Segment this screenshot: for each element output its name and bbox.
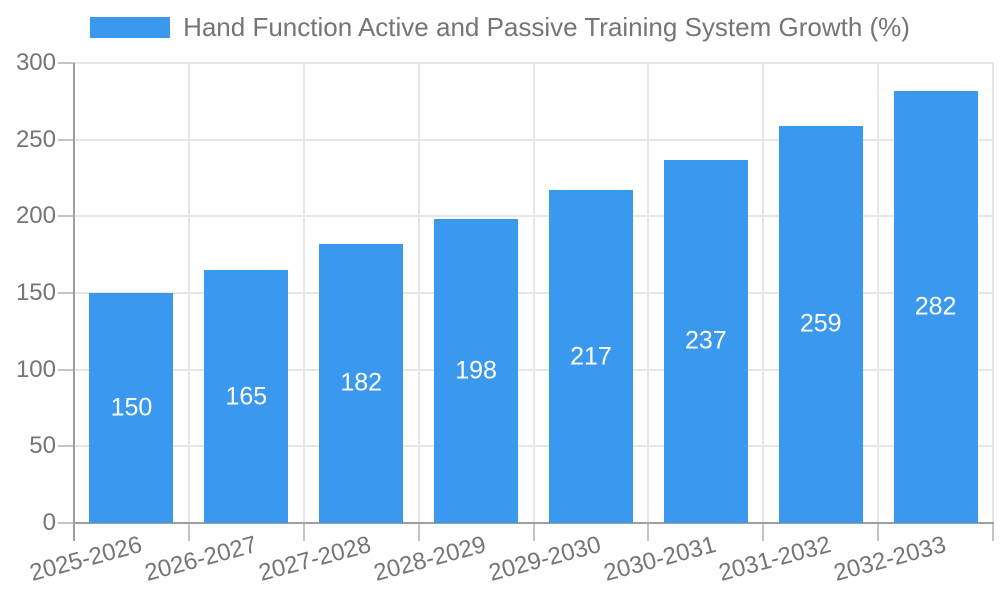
bar-2032-2033[interactable] (893, 90, 978, 523)
x-tick-label: 2025-2026 (26, 531, 145, 587)
y-axis-tick (58, 368, 74, 371)
x-tick-label: 2031-2032 (715, 531, 834, 587)
x-axis-tick (532, 523, 535, 541)
x-tick-label: 2027-2028 (256, 531, 375, 587)
x-axis-tick (762, 523, 765, 541)
bar-value-label: 198 (455, 356, 497, 385)
bar-value-label: 150 (110, 393, 153, 422)
x-tick-label: 2026-2027 (141, 531, 260, 587)
x-tick-label: 2032-2033 (830, 531, 949, 587)
x-axis-tick (187, 523, 190, 541)
gridline-vertical (302, 63, 305, 523)
legend-swatch[interactable] (90, 17, 171, 38)
x-tick-label: 2028-2029 (371, 531, 490, 587)
chart-title[interactable]: Hand Function Active and Passive Trainin… (183, 12, 910, 42)
bar-2028-2029[interactable] (434, 219, 519, 523)
gridline-vertical (762, 63, 765, 523)
gridline-vertical (532, 63, 535, 523)
bar-value-label: 282 (914, 292, 957, 321)
bar-2029-2030[interactable] (548, 190, 633, 523)
y-axis-tick (58, 62, 74, 64)
x-tick-label: 2029-2030 (486, 531, 604, 587)
x-tick-label: 2030-2031 (600, 531, 719, 587)
y-axis-tick (58, 292, 74, 294)
x-axis-tick (877, 523, 880, 541)
x-axis-tick (302, 523, 305, 541)
y-axis-tick (58, 138, 74, 141)
gridline-vertical (417, 63, 420, 523)
bar-2025-2026[interactable] (89, 293, 174, 523)
y-tick-label: 250 (15, 125, 56, 153)
bar-value-label: 259 (799, 309, 842, 338)
legend: Hand Function Active and Passive Trainin… (0, 12, 1000, 43)
bar-2026-2027[interactable] (204, 270, 289, 523)
bar-value-label: 165 (225, 382, 268, 410)
x-axis-line (73, 522, 994, 524)
bar-2030-2031[interactable] (663, 159, 748, 523)
bar-value-label: 217 (570, 342, 612, 371)
y-tick-label: 50 (29, 432, 56, 460)
gridline-vertical (992, 63, 994, 523)
y-tick-label: 0 (42, 509, 56, 536)
x-axis-tick (417, 523, 420, 541)
bar-value-label: 182 (340, 368, 383, 397)
bar-2031-2032[interactable] (778, 125, 863, 523)
y-axis-tick (58, 445, 74, 448)
y-axis-tick (58, 522, 74, 524)
y-axis-line (73, 63, 75, 541)
y-tick-label: 150 (15, 279, 56, 306)
bar-2027-2028[interactable] (319, 243, 404, 523)
bar-value-label: 237 (684, 326, 727, 355)
y-tick-label: 100 (15, 355, 56, 383)
gridline-vertical (647, 63, 650, 523)
y-axis-tick (58, 215, 74, 218)
x-axis-tick (647, 523, 650, 541)
x-axis-tick (992, 523, 994, 541)
y-tick-label: 200 (15, 202, 56, 230)
gridline-vertical (877, 63, 880, 523)
y-tick-label: 300 (15, 49, 56, 76)
gridline-vertical (187, 63, 190, 523)
